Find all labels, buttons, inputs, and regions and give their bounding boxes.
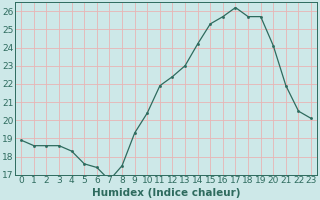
X-axis label: Humidex (Indice chaleur): Humidex (Indice chaleur) [92, 188, 240, 198]
